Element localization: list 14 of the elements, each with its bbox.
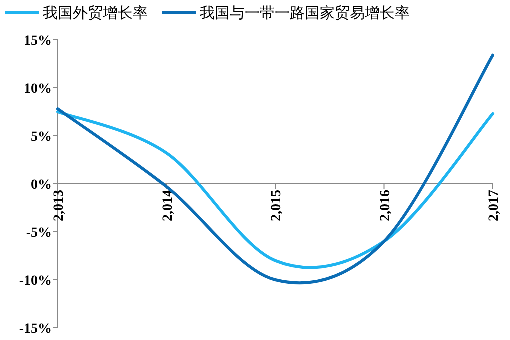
- x-tick-label: 2,014: [160, 190, 176, 222]
- x-tick-label: 2,016: [378, 190, 394, 222]
- legend-label: 我国与一带一路国家贸易增长率: [200, 5, 410, 22]
- y-tick-label: -10%: [19, 274, 52, 289]
- y-tick-label: 5%: [31, 130, 52, 145]
- y-tick-label: 15%: [24, 34, 52, 49]
- y-tick-label: -5%: [26, 226, 52, 241]
- y-tick-label: -15%: [19, 322, 52, 337]
- legend-label: 我国外贸增长率: [43, 5, 148, 22]
- x-tick-label: 2,017: [487, 190, 502, 222]
- y-tick-label: 10%: [24, 82, 52, 97]
- x-tick-label: 2,013: [52, 190, 67, 222]
- y-tick-label: 0%: [31, 178, 52, 193]
- x-tick-label: 2,015: [270, 190, 284, 222]
